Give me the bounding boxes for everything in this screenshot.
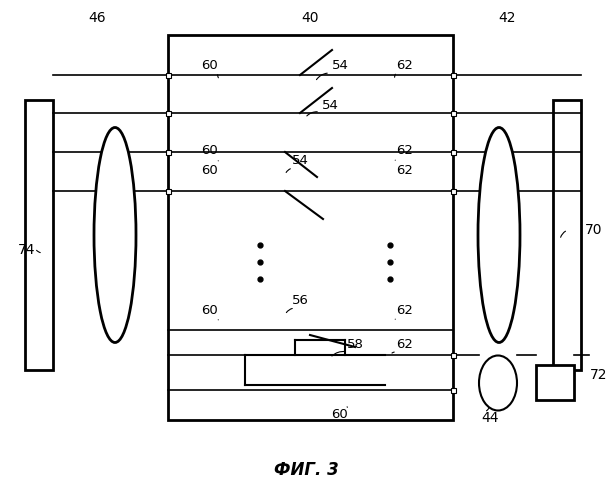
Bar [450, 352, 455, 357]
Text: 74: 74 [18, 243, 35, 257]
Bar [165, 150, 171, 155]
Text: 56: 56 [291, 293, 308, 306]
Bar [450, 189, 455, 194]
Ellipse shape [478, 128, 520, 342]
Text: 60: 60 [332, 409, 348, 422]
Text: 40: 40 [301, 11, 319, 25]
Text: 42: 42 [498, 11, 516, 25]
Bar [165, 72, 171, 77]
Text: 62: 62 [397, 338, 414, 351]
Ellipse shape [94, 128, 136, 342]
Text: ФИГ. 3: ФИГ. 3 [274, 461, 338, 479]
Text: 54: 54 [291, 154, 308, 167]
Bar [168, 35, 453, 420]
Text: 62: 62 [397, 303, 414, 316]
Bar [25, 100, 53, 370]
Bar [165, 110, 171, 115]
Ellipse shape [479, 355, 517, 411]
Text: 72: 72 [590, 368, 608, 382]
Text: 60: 60 [201, 164, 218, 177]
Text: 44: 44 [481, 411, 499, 425]
Text: 54: 54 [321, 98, 338, 111]
Text: 60: 60 [201, 303, 218, 316]
Text: 62: 62 [397, 58, 414, 71]
Text: 70: 70 [585, 223, 602, 237]
Bar [450, 110, 455, 115]
Text: 60: 60 [201, 58, 218, 71]
Bar [165, 189, 171, 194]
Bar [450, 150, 455, 155]
Text: 46: 46 [88, 11, 106, 25]
Bar [450, 388, 455, 393]
Bar [553, 100, 581, 370]
Bar [450, 72, 455, 77]
Text: 58: 58 [346, 338, 364, 351]
Text: 60: 60 [201, 144, 218, 157]
Bar [536, 365, 574, 400]
Text: 62: 62 [397, 164, 414, 177]
Text: 62: 62 [397, 144, 414, 157]
Text: 54: 54 [332, 58, 348, 71]
